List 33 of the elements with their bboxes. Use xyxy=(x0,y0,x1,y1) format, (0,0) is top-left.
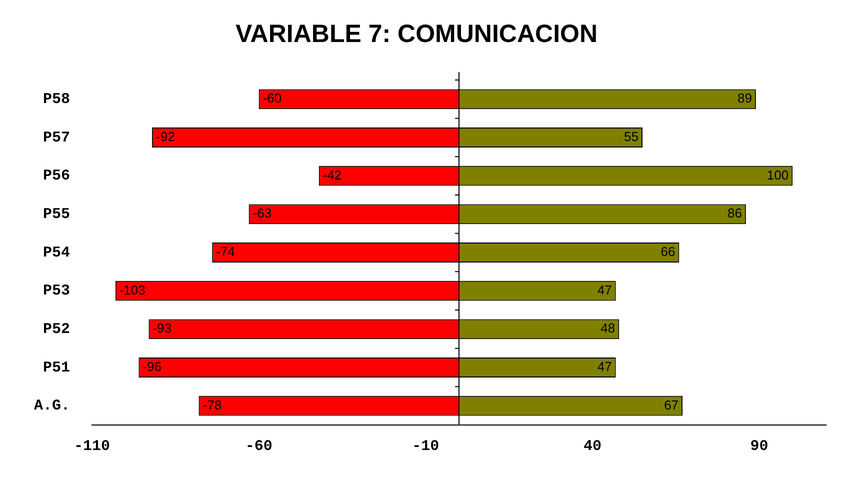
y-tick-label: P52 xyxy=(42,320,70,338)
data-label: -96 xyxy=(142,359,162,374)
x-tick-label: -10 xyxy=(412,438,440,455)
data-label: 47 xyxy=(597,282,612,298)
data-label: -60 xyxy=(262,90,282,106)
x-tick-label: -60 xyxy=(245,438,272,455)
data-label: 86 xyxy=(727,206,742,221)
data-label: 55 xyxy=(624,129,638,144)
y-tick-label: A.G. xyxy=(34,398,70,415)
data-label: -78 xyxy=(202,397,222,412)
y-tick-label: P54 xyxy=(42,244,70,262)
x-tick-label: -110 xyxy=(74,438,110,455)
data-label: -74 xyxy=(216,244,235,260)
y-tick-label: P58 xyxy=(42,90,70,108)
data-label: -103 xyxy=(119,282,146,298)
x-tick-label: 90 xyxy=(750,438,768,455)
y-tick-label: P57 xyxy=(42,129,70,146)
data-label: -42 xyxy=(322,167,342,182)
x-tick-label: 40 xyxy=(583,438,602,455)
data-label: -63 xyxy=(252,206,272,221)
y-tick-label: P51 xyxy=(42,359,70,376)
data-label: 48 xyxy=(600,320,616,336)
chart-title: VARIABLE 7: COMUNICACION xyxy=(235,20,598,48)
data-label: 66 xyxy=(660,244,676,260)
data-label: 89 xyxy=(737,90,752,106)
data-label: -92 xyxy=(156,129,175,144)
y-tick-label: P55 xyxy=(42,206,70,223)
y-tick-label: P56 xyxy=(42,168,70,185)
data-label: 47 xyxy=(597,359,612,374)
y-tick-label: P53 xyxy=(42,282,70,300)
data-label: 100 xyxy=(766,167,789,182)
data-label: -93 xyxy=(152,320,172,336)
data-label: 67 xyxy=(664,397,679,412)
